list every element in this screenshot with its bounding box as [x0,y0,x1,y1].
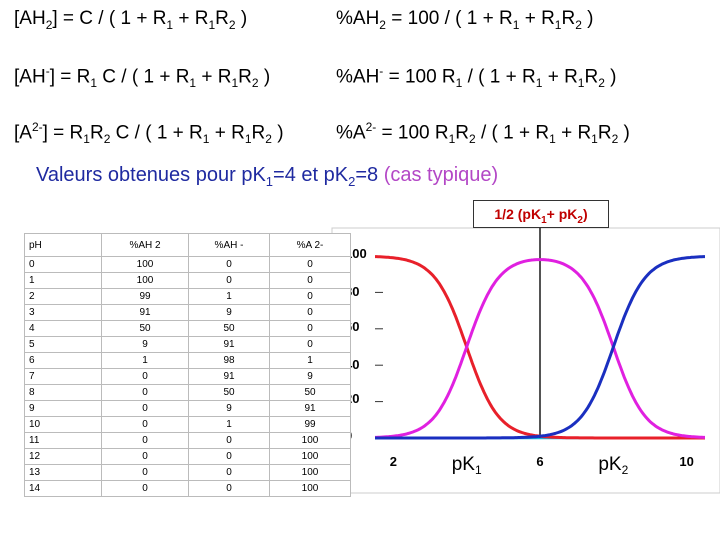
table-cell: 7 [24,368,102,385]
table-cell: 1 [24,272,102,289]
table-cell: 99 [101,288,189,305]
table-cell: 3 [24,304,102,321]
table-row: 14 0 0 100 [24,480,351,497]
subtitle: Valeurs obtenues pour pK1=4 et pK2=8 (ca… [36,164,499,189]
table-cell: 0 [101,416,189,433]
half-sum-label: 1/2 (pK1+ pK2) [473,200,609,228]
formula-ah2-percent: %AH2 = 100 / ( 1 + R1 + R1R2 ) [336,8,594,32]
table-header-cell: pH [24,233,102,257]
table-cell: 0 [188,464,270,481]
table-cell: 100 [101,256,189,273]
table-cell: 0 [24,256,102,273]
table-cell: 50 [269,384,351,401]
table-header-cell: %A 2- [269,233,351,257]
table-cell: 91 [101,304,189,321]
table-cell: 12 [24,448,102,465]
table-cell: 91 [188,336,270,353]
formula-a2-concentration: [A2-] = R1R2 C / ( 1 + R1 + R1R2 ) [14,120,284,147]
table-header-cell: %AH 2 [101,233,189,257]
table-cell: 4 [24,320,102,337]
formula-ah2-concentration: [AH2] = C / ( 1 + R1 + R1R2 ) [14,8,248,32]
table-cell: 2 [24,288,102,305]
table-row: 7 0 91 9 [24,368,351,385]
table-cell: 1 [101,352,189,369]
table-row: 3 91 9 0 [24,304,351,321]
table-cell: 0 [269,256,351,273]
table-cell: 0 [269,304,351,321]
table-cell: 0 [101,400,189,417]
table-row: 5 9 91 0 [24,336,351,353]
table-row: 13 0 0 100 [24,464,351,481]
table-row: 2 99 1 0 [24,288,351,305]
table-cell: 100 [269,480,351,497]
table-cell: 100 [269,448,351,465]
a2-curve [375,255,705,440]
table-cell: 50 [101,320,189,337]
plot-area [331,227,720,494]
table-cell: 13 [24,464,102,481]
x-tick-label: 2 [390,454,397,469]
formula-ah-concentration: [AH-] = R1 C / ( 1 + R1 + R1R2 ) [14,64,271,91]
table-cell: 0 [101,480,189,497]
table-cell: 0 [269,272,351,289]
table-cell: 14 [24,480,102,497]
ph-distribution-table: pH %AH 2 %AH - %A 2- 0 100 0 0 1 100 0 0 2 99 1 0 3 91 9 0… [24,233,351,497]
table-cell: 0 [269,320,351,337]
table-cell: 0 [101,464,189,481]
table-row: 6 1 98 1 [24,352,351,369]
table-cell: 10 [24,416,102,433]
table-cell: 5 [24,336,102,353]
table-cell: 0 [269,336,351,353]
table-row: 8 0 50 50 [24,384,351,401]
table-cell: 9 [188,304,270,321]
table-cell: 0 [188,480,270,497]
table-cell: 0 [188,256,270,273]
formula-a2-percent: %A2- = 100 R1R2 / ( 1 + R1 + R1R2 ) [336,120,630,147]
table-cell: 100 [269,464,351,481]
table-cell: 50 [188,384,270,401]
table-row: 10 0 1 99 [24,416,351,433]
table-cell: 9 [188,400,270,417]
table-cell: 100 [101,272,189,289]
table-row: 1 100 0 0 [24,272,351,289]
x-tick-label: pK1 [452,454,482,477]
table-header-row: pH %AH 2 %AH - %A 2- [24,233,351,257]
table-cell: 0 [188,432,270,449]
table-cell: 100 [269,432,351,449]
table-cell: 98 [188,352,270,369]
table-cell: 0 [101,448,189,465]
table-cell: 1 [188,288,270,305]
table-row: 4 50 50 0 [24,320,351,337]
table-row: 9 0 9 91 [24,400,351,417]
x-tick-label: 6 [536,454,543,469]
table-cell: 9 [101,336,189,353]
table-cell: 1 [269,352,351,369]
table-cell: 9 [24,400,102,417]
formula-ah-percent: %AH- = 100 R1 / ( 1 + R1 + R1R2 ) [336,64,617,91]
table-cell: 0 [101,368,189,385]
table-cell: 6 [24,352,102,369]
table-cell: 0 [269,288,351,305]
table-row: 12 0 0 100 [24,448,351,465]
table-header-cell: %AH - [188,233,270,257]
table-cell: 0 [101,384,189,401]
table-row: 0 100 0 0 [24,256,351,273]
table-cell: 9 [269,368,351,385]
x-tick-label: 10 [679,454,693,469]
table-cell: 0 [188,448,270,465]
table-cell: 91 [188,368,270,385]
table-cell: 0 [101,432,189,449]
ah-curve [375,258,705,439]
table-cell: 11 [24,432,102,449]
table-cell: 99 [269,416,351,433]
table-cell: 91 [269,400,351,417]
x-tick-label: pK2 [598,454,628,477]
table-cell: 1 [188,416,270,433]
table-cell: 50 [188,320,270,337]
table-row: 11 0 0 100 [24,432,351,449]
table-cell: 8 [24,384,102,401]
table-cell: 0 [188,272,270,289]
